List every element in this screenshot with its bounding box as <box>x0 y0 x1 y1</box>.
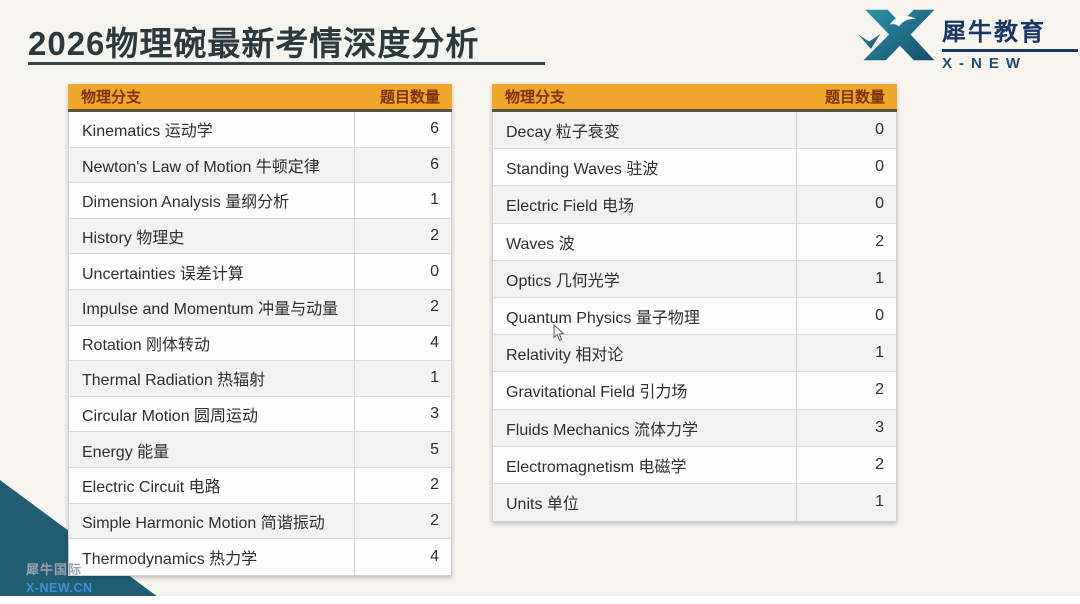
table-row: Quantum Physics 量子物理 0 <box>493 297 896 336</box>
branch-cell: Uncertainties 误差计算 <box>82 265 244 283</box>
table-row: Impulse and Momentum 冲量与动量 2 <box>69 289 451 326</box>
table-row: Gravitational Field 引力场 2 <box>493 372 896 410</box>
table-row: Electric Field 电场 0 <box>493 186 896 224</box>
footer-brand-url: X-NEW.CN <box>26 581 93 595</box>
count-cell: 2 <box>354 503 451 539</box>
branch-cell: Energy 能量 <box>82 443 170 461</box>
branch-cell: Kinematics 运动学 <box>82 123 213 141</box>
count-cell: 2 <box>354 289 451 325</box>
table-row: Newton's Law of Motion 牛顿定律 6 <box>69 147 451 184</box>
bottom-white-strip <box>0 596 1080 604</box>
mouse-cursor-icon <box>552 323 565 347</box>
count-cell: 1 <box>354 361 451 396</box>
branch-cell: Simple Harmonic Motion 简谐振动 <box>82 514 325 532</box>
branch-cell: Units 单位 <box>506 496 579 514</box>
count-cell: 2 <box>796 223 896 260</box>
branch-cell: Decay 粒子衰变 <box>506 124 620 142</box>
rhino-x-logo-icon <box>856 6 940 69</box>
count-cell: 0 <box>796 297 896 335</box>
brand-underline <box>942 49 1078 52</box>
table-header: 物理分支 题目数量 <box>492 84 897 112</box>
branch-cell: Rotation 刚体转动 <box>82 336 211 354</box>
table-row: Fluids Mechanics 流体力学 3 <box>493 409 896 447</box>
count-cell: 0 <box>796 112 896 149</box>
table-row: Electromagnetism 电磁学 2 <box>493 446 896 484</box>
branch-cell: History 物理史 <box>82 230 185 248</box>
table-row: Rotation 刚体转动 4 <box>69 325 451 362</box>
table-body: Decay 粒子衰变 0 Standing Waves 驻波 0 Electri… <box>492 112 897 523</box>
count-cell: 3 <box>796 409 896 446</box>
title-underline <box>28 62 545 65</box>
branch-cell: Circular Motion 圆周运动 <box>82 408 259 426</box>
branch-cell: Gravitational Field 引力场 <box>506 384 688 402</box>
branch-cell: Impulse and Momentum 冲量与动量 <box>82 301 339 319</box>
branch-cell: Optics 几何光学 <box>506 272 620 290</box>
count-cell: 4 <box>354 325 451 361</box>
footer-brand: 犀牛国际 X-NEW.CN <box>26 559 93 595</box>
branch-cell: Thermodynamics 热力学 <box>82 550 258 568</box>
table-row: Relativity 相对论 1 <box>493 335 896 373</box>
branch-cell: Waves 波 <box>506 235 575 253</box>
table-row: Simple Harmonic Motion 简谐振动 2 <box>69 503 451 540</box>
column-header-branch: 物理分支 <box>81 89 142 106</box>
count-cell: 1 <box>354 183 451 218</box>
count-cell: 1 <box>796 260 896 297</box>
table-row: Energy 能量 5 <box>69 432 451 468</box>
table-row: Uncertainties 误差计算 0 <box>69 254 451 290</box>
table-row: Waves 波 2 <box>493 223 896 261</box>
branch-cell: Electric Field 电场 <box>506 198 635 216</box>
branch-cell: Newton's Law of Motion 牛顿定律 <box>82 158 320 176</box>
table-row: Thermal Radiation 热辐射 1 <box>69 361 451 397</box>
left-physics-table: 物理分支 题目数量 Kinematics 运动学 6 Newton's Law … <box>68 84 452 576</box>
count-cell: 2 <box>354 218 451 254</box>
count-cell: 5 <box>354 432 451 467</box>
table-row: Thermodynamics 热力学 4 <box>69 539 451 575</box>
table-row: History 物理史 2 <box>69 218 451 255</box>
count-cell: 2 <box>796 446 896 483</box>
branch-cell: Standing Waves 驻波 <box>506 161 659 179</box>
branch-cell: Electric Circuit 电路 <box>82 479 221 497</box>
table-row: Optics 几何光学 1 <box>493 260 896 298</box>
column-header-count: 题目数量 <box>824 89 885 106</box>
footer-brand-cn: 犀牛国际 <box>26 562 83 577</box>
branch-cell: Thermal Radiation 热辐射 <box>82 372 266 390</box>
table-row: Electric Circuit 电路 2 <box>69 467 451 504</box>
count-cell: 2 <box>796 372 896 409</box>
branch-cell: Relativity 相对论 <box>506 347 624 365</box>
count-cell: 1 <box>796 335 896 372</box>
branch-cell: Electromagnetism 电磁学 <box>506 458 687 476</box>
column-header-count: 题目数量 <box>379 89 440 106</box>
table-row: Kinematics 运动学 6 <box>69 112 451 148</box>
brand-name-en: X-NEW <box>942 55 1027 72</box>
count-cell: 2 <box>354 467 451 503</box>
branch-cell: Quantum Physics 量子物理 <box>506 310 700 328</box>
branch-cell: Fluids Mechanics 流体力学 <box>506 421 699 439</box>
count-cell: 0 <box>354 254 451 289</box>
count-cell: 6 <box>354 147 451 183</box>
table-body: Kinematics 运动学 6 Newton's Law of Motion … <box>68 112 452 576</box>
count-cell: 0 <box>796 149 896 186</box>
count-cell: 0 <box>796 186 896 223</box>
brand-logo: 犀牛教育 X-NEW <box>856 4 1078 72</box>
column-header-branch: 物理分支 <box>505 89 566 106</box>
branch-cell: Dimension Analysis 量纲分析 <box>82 194 290 212</box>
table-header: 物理分支 题目数量 <box>68 84 452 112</box>
count-cell: 4 <box>354 539 451 575</box>
table-row: Standing Waves 驻波 0 <box>493 149 896 187</box>
table-row: Circular Motion 圆周运动 3 <box>69 396 451 433</box>
brand-name-cn: 犀牛教育 <box>942 19 1046 46</box>
count-cell: 1 <box>796 483 896 522</box>
count-cell: 3 <box>354 396 451 432</box>
count-cell: 6 <box>354 112 451 147</box>
right-physics-table: 物理分支 题目数量 Decay 粒子衰变 0 Standing Waves 驻波… <box>492 84 897 523</box>
page-title: 2026物理碗最新考情深度分析 <box>28 25 480 62</box>
table-row: Decay 粒子衰变 0 <box>493 112 896 150</box>
table-row: Units 单位 1 <box>493 483 896 522</box>
brand-logo-text: 犀牛教育 X-NEW <box>942 12 1078 72</box>
table-row: Dimension Analysis 量纲分析 1 <box>69 183 451 219</box>
